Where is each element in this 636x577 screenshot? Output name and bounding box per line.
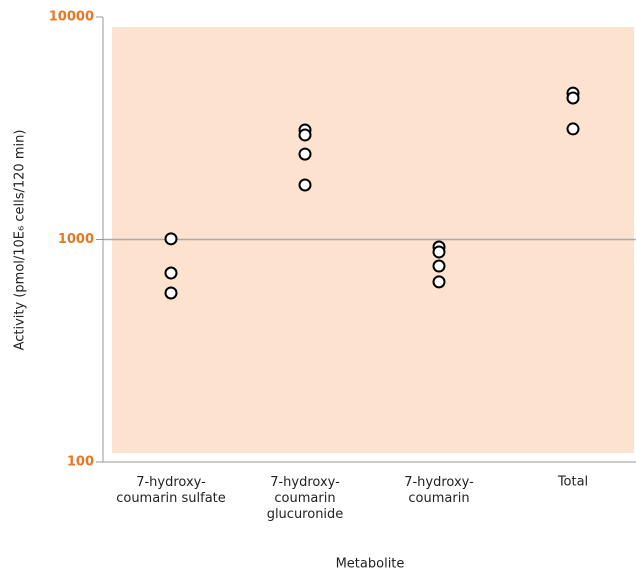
data-point bbox=[566, 91, 580, 105]
x-tick-label: 7-hydroxy-coumarin bbox=[404, 475, 474, 506]
data-point bbox=[566, 122, 580, 136]
data-point bbox=[164, 232, 178, 246]
data-point bbox=[298, 147, 312, 161]
x-axis-label: Metabolite bbox=[336, 557, 405, 572]
data-point bbox=[298, 128, 312, 142]
x-tick-label: 7-hydroxy-coumarin sulfate bbox=[116, 475, 226, 506]
y-tick-label: 10000 bbox=[49, 10, 94, 25]
data-point bbox=[164, 286, 178, 300]
x-tick-label: Total bbox=[557, 475, 588, 490]
y-tick-label: 100 bbox=[67, 455, 94, 470]
data-point bbox=[432, 275, 446, 289]
x-tick-label: 7-hydroxy-coumarin glucuronide bbox=[267, 475, 344, 522]
data-point bbox=[164, 266, 178, 280]
y-tick-label: 1000 bbox=[58, 232, 94, 247]
data-point bbox=[432, 245, 446, 259]
y-axis-label: Activity (pmol/10E₆ cells/120 min) bbox=[13, 130, 28, 351]
data-point bbox=[298, 178, 312, 192]
data-point bbox=[432, 259, 446, 273]
